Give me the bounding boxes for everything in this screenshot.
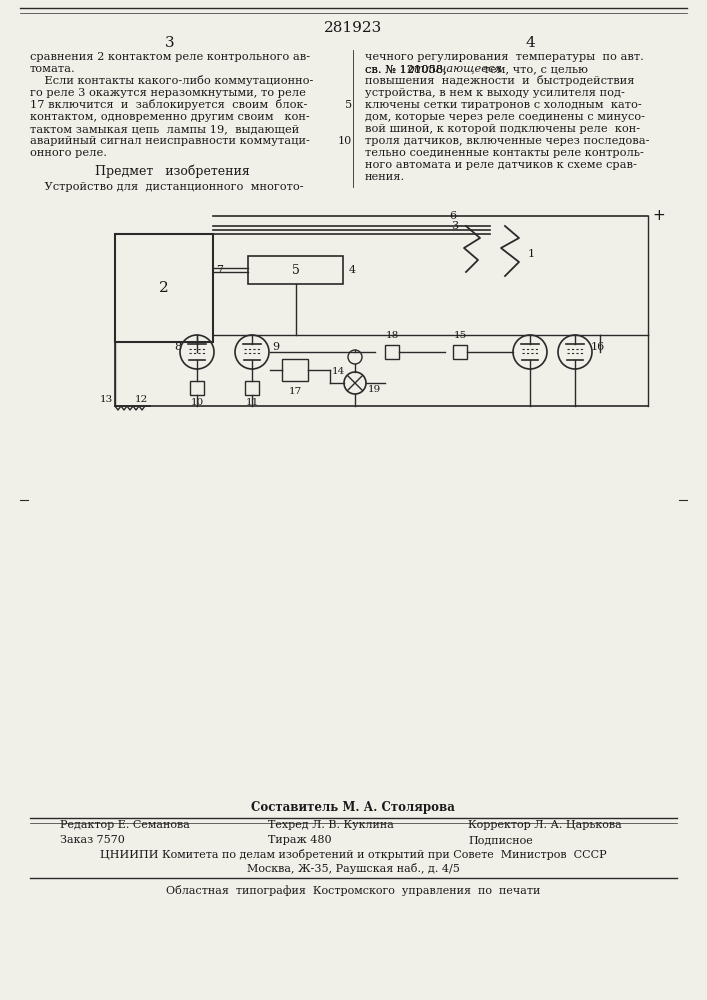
Text: повышения  надежности  и  быстродействия: повышения надежности и быстродействия (365, 76, 634, 87)
Text: тактом замыкая цепь  лампы 19,  выдающей: тактом замыкая цепь лампы 19, выдающей (30, 124, 299, 134)
Text: Москва, Ж-35, Раушская наб., д. 4/5: Москва, Ж-35, Раушская наб., д. 4/5 (247, 862, 460, 874)
Text: 4: 4 (349, 265, 356, 275)
Text: 10: 10 (190, 398, 204, 407)
Bar (115, 234, 213, 342)
Text: 16: 16 (591, 342, 605, 352)
Bar (385, 345, 399, 359)
Text: дом, которые через реле соединены с минусо-: дом, которые через реле соединены с мину… (365, 112, 645, 122)
Text: нения.: нения. (365, 172, 405, 182)
Bar (248, 256, 343, 284)
Text: 18: 18 (385, 331, 399, 340)
Text: контактом, одновременно другим своим   кон-: контактом, одновременно другим своим кон… (30, 112, 310, 122)
Text: отличающееся: отличающееся (408, 64, 503, 74)
Text: ключены сетки тиратронов с холодным  като-: ключены сетки тиратронов с холодным като… (365, 100, 642, 110)
Text: Тираж 480: Тираж 480 (268, 835, 332, 845)
Text: 6: 6 (450, 211, 457, 221)
Text: 12: 12 (135, 395, 148, 404)
Bar (190, 381, 204, 395)
Text: томата.: томата. (30, 64, 76, 74)
Bar (282, 359, 308, 381)
Text: 10: 10 (338, 136, 352, 146)
Text: 3: 3 (452, 221, 459, 231)
Text: Техред Л. В. Куклина: Техред Л. В. Куклина (268, 820, 394, 830)
Bar (453, 345, 467, 359)
Text: ЦНИИПИ Комитета по делам изобретений и открытий при Совете  Министров  СССР: ЦНИИПИ Комитета по делам изобретений и о… (100, 850, 607, 860)
Bar (245, 381, 259, 395)
Text: 1: 1 (528, 249, 535, 259)
Text: 13: 13 (100, 395, 113, 404)
Text: 9: 9 (272, 342, 279, 352)
Text: 281923: 281923 (324, 21, 382, 35)
Text: Областная  типография  Костромского  управления  по  печати: Областная типография Костромского управл… (166, 884, 540, 896)
Text: троля датчиков, включенные через последова-: троля датчиков, включенные через последо… (365, 136, 650, 146)
Text: тем, что, с целью: тем, что, с целью (480, 64, 588, 74)
Text: го реле 3 окажутся неразомкнутыми, то реле: го реле 3 окажутся неразомкнутыми, то ре… (30, 88, 306, 98)
Text: чечного регулирования  температуры  по авт.: чечного регулирования температуры по авт… (365, 52, 644, 62)
Text: Если контакты какого-либо коммутационно-: Если контакты какого-либо коммутационно- (30, 76, 313, 87)
Text: 17: 17 (288, 387, 302, 396)
Text: Корректор Л. А. Царькова: Корректор Л. А. Царькова (468, 820, 621, 830)
Text: 19: 19 (368, 384, 381, 393)
Text: св. № 121058,: св. № 121058, (365, 64, 450, 74)
Text: Устройство для  дистанционного  многото-: Устройство для дистанционного многото- (30, 182, 303, 192)
Text: 5: 5 (345, 100, 352, 110)
Text: вой шиной, к которой подключены реле  кон-: вой шиной, к которой подключены реле кон… (365, 124, 640, 134)
Text: ного автомата и реле датчиков к схеме срав-: ного автомата и реле датчиков к схеме ср… (365, 160, 637, 170)
Text: 8: 8 (174, 342, 181, 352)
Text: онного реле.: онного реле. (30, 148, 107, 158)
Text: Заказ 7570: Заказ 7570 (60, 835, 125, 845)
Text: 15: 15 (453, 331, 467, 340)
Text: Редактор Е. Семанова: Редактор Е. Семанова (60, 820, 190, 830)
Text: аварийный сигнал неисправности коммутаци-: аварийный сигнал неисправности коммутаци… (30, 136, 310, 146)
Text: устройства, в нем к выходу усилителя под-: устройства, в нем к выходу усилителя под… (365, 88, 625, 98)
Text: +: + (652, 209, 665, 224)
Text: Подписное: Подписное (468, 835, 533, 845)
Text: Предмет   изобретения: Предмет изобретения (95, 164, 250, 178)
Text: 5: 5 (291, 263, 300, 276)
Text: Составитель М. А. Столярова: Составитель М. А. Столярова (251, 800, 455, 814)
Text: 7: 7 (216, 265, 223, 275)
Text: 14: 14 (332, 367, 345, 376)
Text: св. № 121058,: св. № 121058, (365, 64, 450, 74)
Text: сравнения 2 контактом реле контрольного ав-: сравнения 2 контактом реле контрольного … (30, 52, 310, 62)
Text: 11: 11 (245, 398, 259, 407)
Text: тельно соединенные контакты реле контроль-: тельно соединенные контакты реле контрол… (365, 148, 644, 158)
Text: 17 включится  и  заблокируется  своим  блок-: 17 включится и заблокируется своим блок- (30, 100, 308, 110)
Text: 2: 2 (159, 281, 169, 295)
Text: 3: 3 (165, 36, 175, 50)
Text: 4: 4 (525, 36, 535, 50)
